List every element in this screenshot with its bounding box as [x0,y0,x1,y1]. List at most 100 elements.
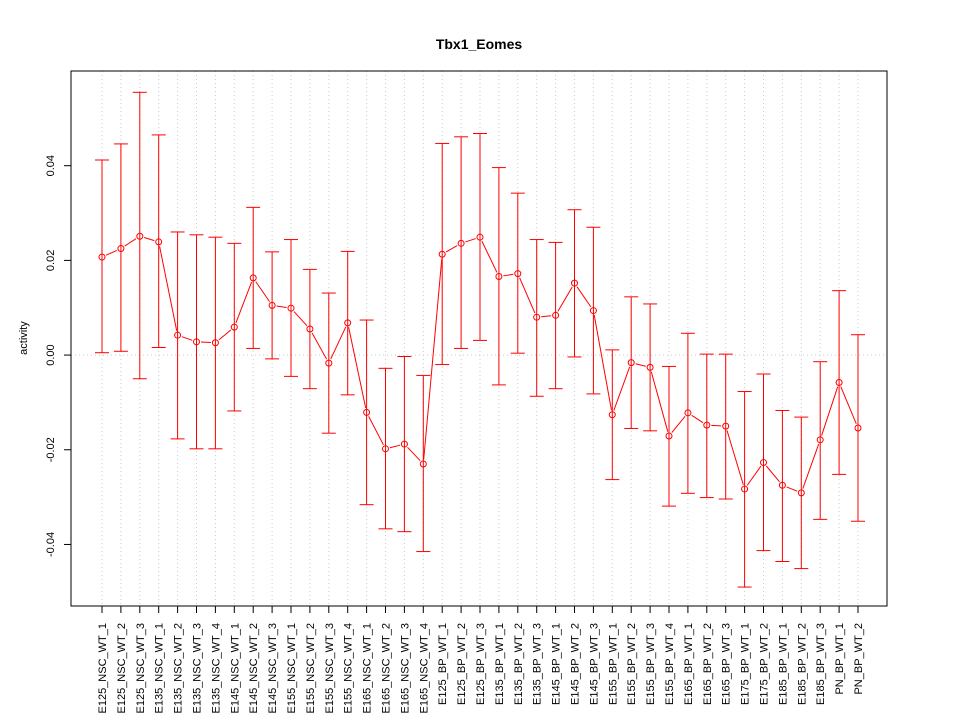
series-layer [95,91,865,588]
axis-layer: -0.04 -0.02 0.00 0.02 0.04 E125_NSC_WT_1 E125_… [45,155,865,714]
error-bar [340,250,355,396]
x-tick-label: E155_NSC_WT_4 [343,623,355,714]
data-point [230,323,238,331]
series-line-segment [181,336,193,341]
data-point [117,245,125,253]
error-bar [548,241,563,390]
error-bar [113,143,128,352]
series-line-segment [330,326,347,360]
error-bar [284,239,298,377]
data-point [306,325,314,333]
y-tick-label: -0.02 [45,437,57,462]
series-line-segment [576,286,592,308]
data-point [344,319,352,327]
data-point [419,460,427,468]
series-line-segment [368,416,384,446]
error-bar [302,268,317,390]
error-bar [832,290,847,475]
series-line-segment [519,277,536,314]
x-tick-label: E125_BP_WT_2 [456,623,468,705]
x-tick-label: E155_BP_WT_3 [645,623,657,705]
error-bar [95,159,109,354]
series-line-segment [765,465,780,483]
series-line-segment [445,245,458,253]
error-bar [510,192,525,354]
error-bar [151,134,166,348]
error-bar [737,391,752,588]
data-point [249,274,257,282]
x-tick-label: E135_NSC_WT_3 [192,623,204,714]
data-point [193,338,200,346]
data-point [325,359,333,367]
x-tick-label: E125_BP_WT_3 [475,623,487,705]
data-point [268,301,276,309]
series-line-segment [105,249,118,256]
data-point [495,272,503,280]
x-tick-label: E155_BP_WT_1 [607,623,619,705]
x-tick-label: E145_NSC_WT_3 [267,623,279,714]
error-bar [454,136,469,349]
error-bar [321,292,336,434]
series-line-segment [650,371,669,432]
x-tick-label: E135_BP_WT_1 [494,623,506,705]
series-line-segment [235,281,253,324]
x-tick-label: E165_BP_WT_2 [702,623,714,705]
series-line-segment [746,465,762,486]
plot-frame [70,70,888,607]
series-line-segment [671,416,686,433]
series-line-segment [159,246,178,331]
series-line-segment [691,414,704,424]
data-point [363,408,371,416]
series-line-segment [635,363,646,367]
data-point [816,436,824,444]
series-line-segment [255,281,270,302]
x-tick-label: E135_BP_WT_2 [513,623,525,705]
y-tick-label: 0.00 [45,344,57,365]
error-bar [397,355,412,533]
error-bar [208,236,223,450]
data-point [382,445,389,453]
data-point [136,232,144,240]
error-bar [435,142,450,366]
data-point [722,422,730,430]
x-tick-label: E125_NSC_WT_2 [116,623,128,714]
error-bar [605,349,620,481]
y-tick-label: -0.04 [45,532,57,557]
series-line-segment [726,430,744,485]
data-point [287,304,295,312]
series-line-segment [593,314,612,411]
error-bar [170,231,185,440]
y-tick-label: 0.02 [45,250,57,271]
data-point [211,339,219,347]
error-bar [794,416,809,570]
error-bar [813,361,828,520]
series-line-segment [143,237,155,242]
data-point [703,421,711,429]
series-line-segment [276,305,287,309]
x-tick-label: E125_NSC_WT_3 [135,623,147,714]
series-line-segment [802,443,820,489]
chart-title: Tbx1_Eomes [436,36,523,52]
error-bar [756,373,771,552]
data-point [760,459,767,467]
error-bar [227,242,242,412]
x-tick-label: E185_BP_WT_1 [777,623,789,705]
x-tick-label: E155_NSC_WT_1 [286,623,298,714]
data-point [155,238,163,246]
error-bar [378,367,393,530]
error-bar [132,91,147,380]
x-tick-label: E175_BP_WT_1 [740,623,752,705]
error-bar [189,234,204,450]
data-point [552,311,560,319]
x-tick-label: E135_NSC_WT_2 [173,623,185,714]
error-bar [851,334,865,522]
data-point [438,250,446,258]
data-point [400,440,408,448]
series-line-segment [389,444,401,449]
error-bar [624,296,639,429]
error-bar [246,206,261,349]
error-bar [643,303,658,432]
x-tick-label: E135_NSC_WT_1 [154,623,166,714]
